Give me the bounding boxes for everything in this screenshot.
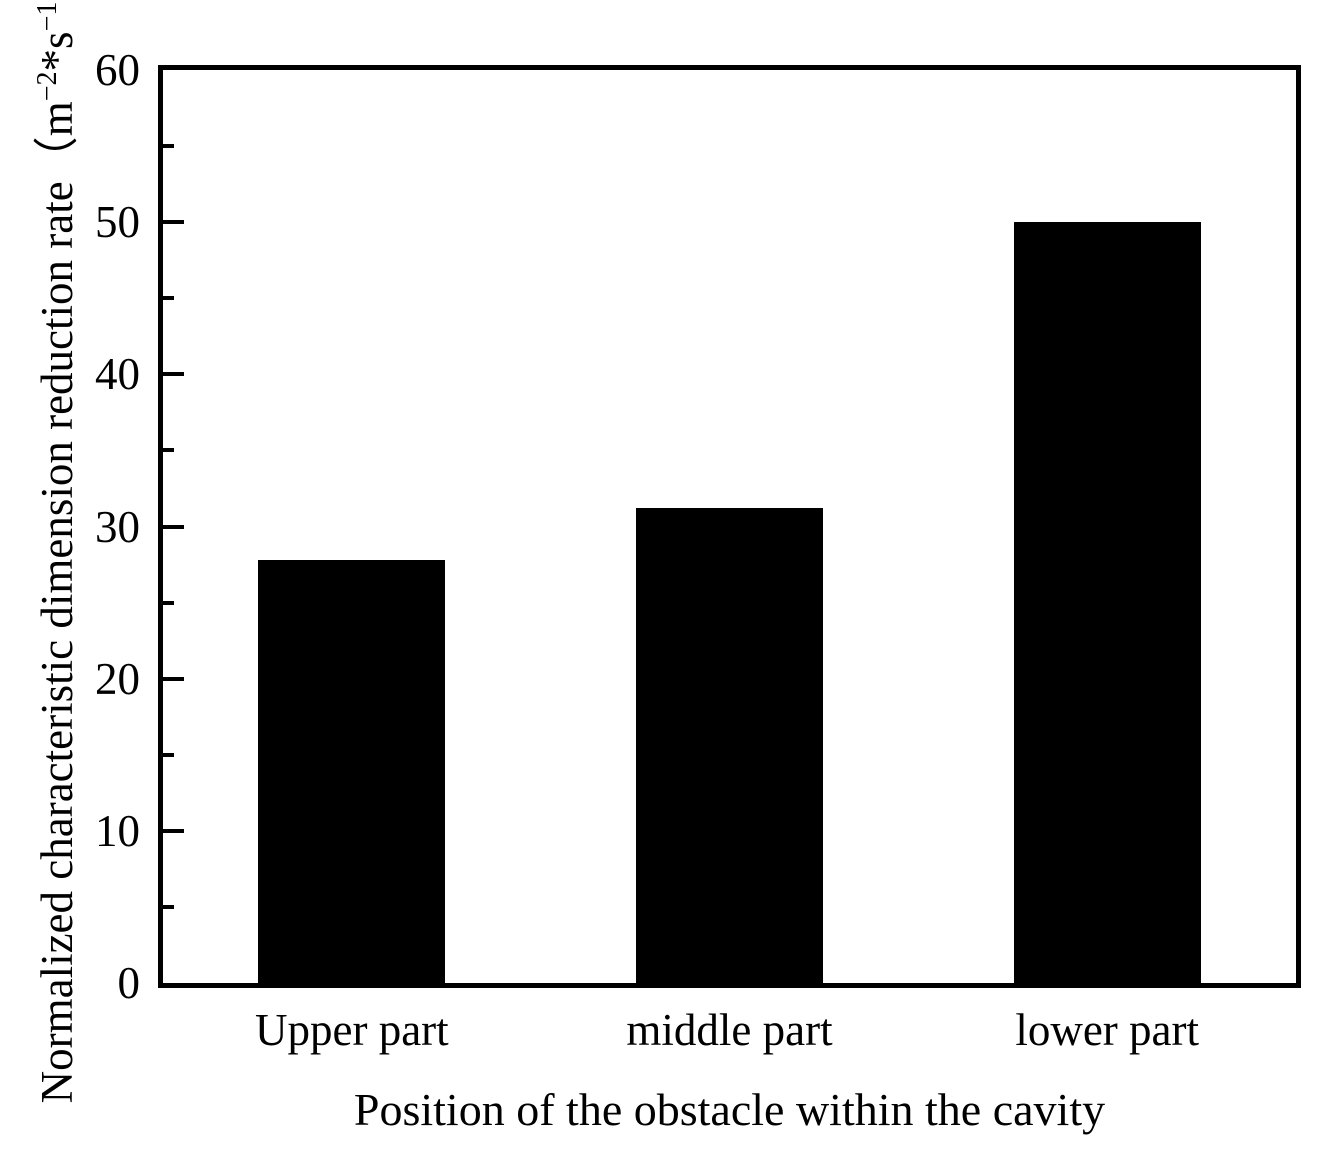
x-category-label-middle-part: middle part — [626, 1005, 833, 1055]
y-minor-tick-45 — [163, 296, 174, 301]
plot-area — [158, 65, 1301, 988]
y-axis-unit-open-paren: （ — [32, 136, 82, 182]
y-tick-label-60: 60 — [95, 45, 140, 95]
y-axis-unit-close-paren: ） — [32, 0, 82, 2]
y-axis-title: Normalized characteristic dimension redu… — [31, 0, 83, 1103]
bar-middle-part — [636, 508, 823, 983]
y-tick-label-50: 50 — [95, 197, 140, 248]
x-category-label-upper-part: Upper part — [254, 1005, 449, 1055]
y-tick-label-20: 20 — [95, 653, 140, 704]
x-axis-title: Position of the obstacle within the cavi… — [353, 1084, 1106, 1135]
bar-upper-part — [258, 559, 446, 983]
y-major-tick-30 — [163, 524, 184, 529]
y-tick-label-10: 10 — [95, 805, 140, 856]
y-minor-tick-5 — [163, 904, 174, 909]
y-axis-unit-m: m — [32, 101, 82, 137]
bar-lower-part — [1013, 222, 1201, 983]
y-major-tick-10 — [163, 828, 184, 833]
y-minor-tick-25 — [163, 600, 174, 605]
y-major-tick-20 — [163, 676, 184, 681]
x-category-label-lower-part: lower part — [1015, 1005, 1199, 1055]
y-major-tick-40 — [163, 372, 184, 377]
y-tick-label-30: 30 — [95, 501, 140, 552]
y-axis-unit-s-exponent: −1 — [32, 1, 63, 32]
y-minor-tick-15 — [163, 752, 174, 757]
y-major-tick-50 — [163, 220, 184, 225]
y-minor-tick-35 — [163, 448, 174, 453]
y-tick-label-0: 0 — [117, 958, 141, 1008]
y-tick-label-40: 40 — [95, 349, 140, 400]
y-minor-tick-55 — [163, 144, 174, 149]
